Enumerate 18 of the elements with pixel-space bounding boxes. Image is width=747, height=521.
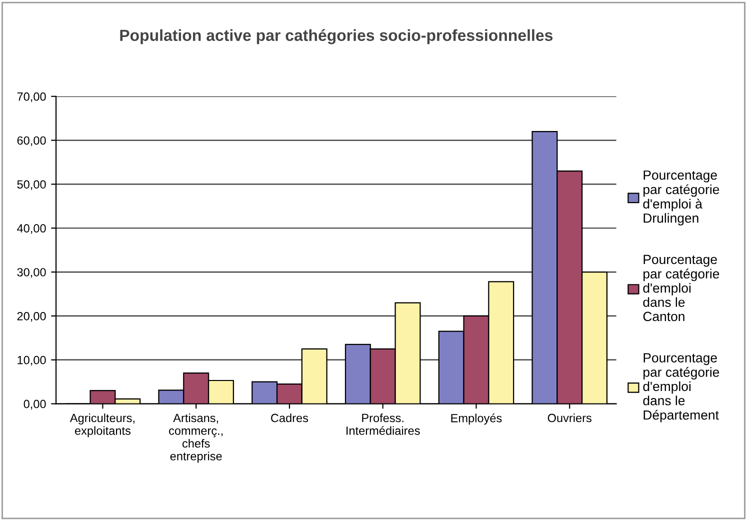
legend-label: Pourcentage par catégorie d'emploi à Drulingen: [643, 170, 720, 226]
y-tick-label: 30,00: [17, 268, 46, 278]
y-tick-label: 70,00: [17, 92, 46, 102]
legend-label: Pourcentage par catégorie d'emploi dans le Canton: [643, 254, 720, 322]
y-tick-label: 60,00: [17, 136, 46, 146]
y-tick-label: 0,00: [24, 400, 46, 410]
y-tick-label: 10,00: [18, 356, 46, 366]
x-tick-label: Agriculteurs, exploitants: [70, 413, 134, 438]
chart-title: Population active par cathégories socio-professionnelles: [120, 29, 553, 44]
x-tick-label: Artisans, commerç., chefs entreprise: [169, 413, 223, 463]
y-tick-label: 20,00: [17, 312, 46, 322]
x-tick-label: Employés: [451, 413, 502, 425]
x-tick-label: Ouvriers: [548, 413, 592, 422]
y-tick-label: 40,00: [17, 224, 46, 234]
x-tick-label: Profess. Intermédiaires: [346, 414, 420, 435]
x-tick-label: Cadres: [271, 413, 308, 422]
y-tick-label: 50,00: [17, 180, 46, 190]
legend-label: Pourcentage par catégorie d'emploi dans le Département: [643, 353, 720, 422]
